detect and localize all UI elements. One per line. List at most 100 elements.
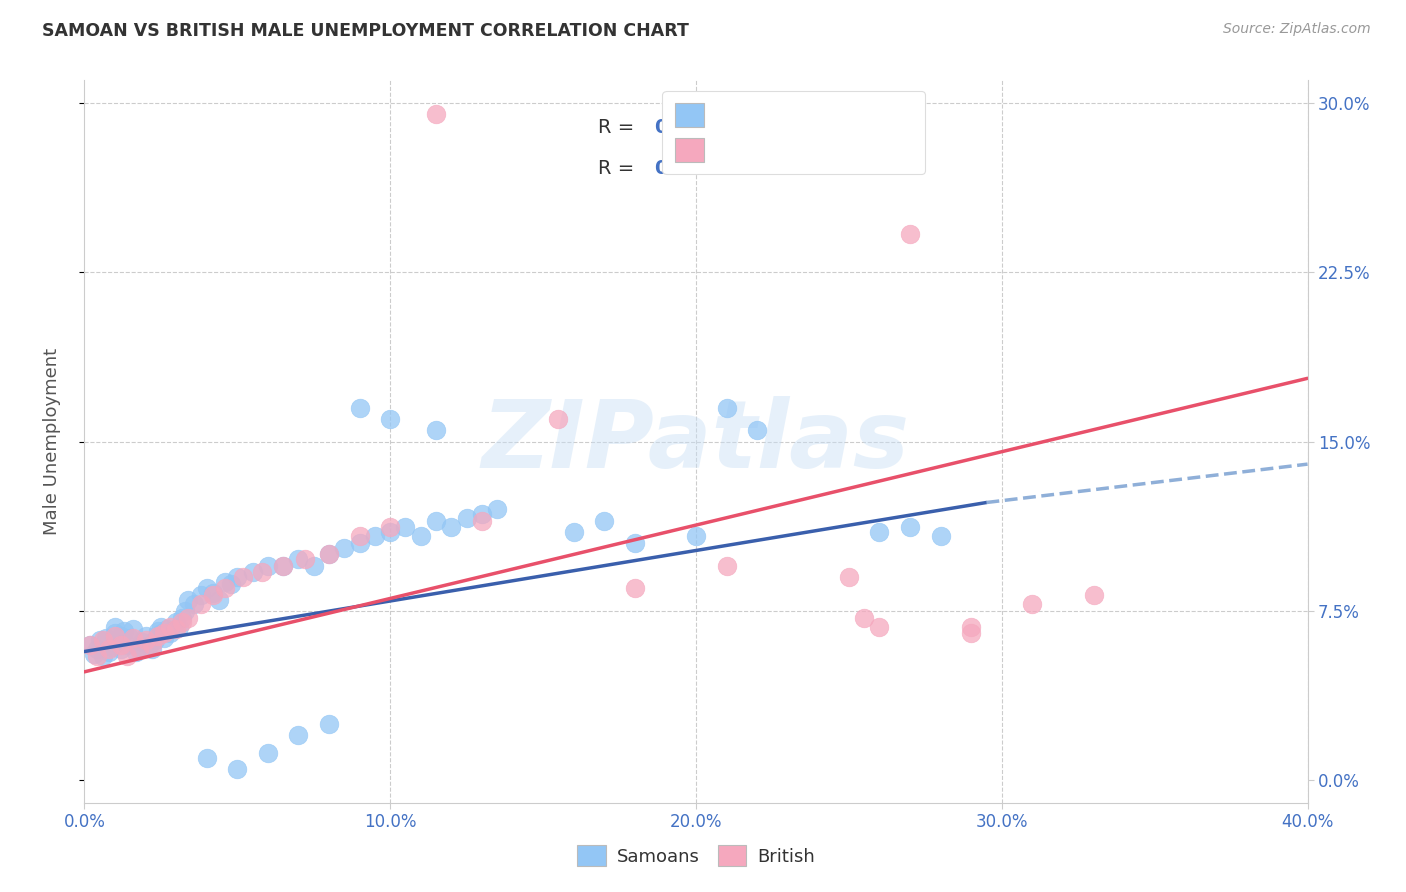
Point	[110, 629, 132, 643]
Point	[624, 536, 647, 550]
Point	[380, 520, 402, 534]
Point	[201, 588, 224, 602]
Point	[153, 631, 176, 645]
Point	[101, 640, 124, 654]
Point	[177, 592, 200, 607]
Point	[219, 576, 242, 591]
Point	[1083, 588, 1105, 602]
Point	[869, 524, 891, 539]
Point	[190, 588, 212, 602]
Point	[250, 566, 273, 580]
Point	[149, 620, 172, 634]
Point	[898, 227, 921, 241]
Point	[128, 642, 150, 657]
Point	[226, 762, 249, 776]
Point	[440, 520, 463, 534]
Y-axis label: Male Unemployment: Male Unemployment	[42, 348, 60, 535]
Point	[146, 624, 169, 639]
Point	[562, 524, 585, 539]
Point	[174, 604, 197, 618]
Point	[195, 582, 218, 596]
Point	[898, 520, 921, 534]
Point	[302, 558, 325, 573]
Point	[138, 638, 160, 652]
Point	[257, 558, 280, 573]
Point	[89, 633, 111, 648]
Point	[318, 548, 340, 562]
Point	[287, 552, 309, 566]
Point	[349, 401, 371, 415]
Point	[86, 642, 108, 657]
Point	[159, 620, 181, 634]
Point	[172, 610, 194, 624]
Point	[153, 626, 176, 640]
Point	[271, 558, 294, 573]
Point	[149, 626, 172, 640]
Point	[747, 423, 769, 437]
Point	[115, 638, 138, 652]
Text: 40: 40	[792, 159, 818, 178]
Point	[91, 648, 114, 663]
Text: 0.357: 0.357	[654, 118, 716, 136]
Text: SAMOAN VS BRITISH MALE UNEMPLOYMENT CORRELATION CHART: SAMOAN VS BRITISH MALE UNEMPLOYMENT CORR…	[42, 22, 689, 40]
Point	[294, 552, 316, 566]
Point	[86, 648, 108, 663]
Point	[120, 631, 142, 645]
Point	[135, 629, 157, 643]
Point	[716, 401, 738, 415]
Point	[159, 626, 181, 640]
Point	[425, 423, 447, 437]
Point	[425, 107, 447, 121]
Point	[869, 620, 891, 634]
Point	[201, 586, 224, 600]
Point	[141, 638, 163, 652]
Point	[167, 620, 190, 634]
Point	[110, 638, 132, 652]
Point	[115, 648, 138, 663]
Point	[195, 750, 218, 764]
Point	[143, 633, 166, 648]
Point	[624, 582, 647, 596]
Point	[1021, 597, 1043, 611]
Point	[104, 629, 127, 643]
Point	[97, 644, 120, 658]
Point	[91, 633, 114, 648]
Point	[122, 622, 145, 636]
Point	[214, 574, 236, 589]
Text: ZIPatlas: ZIPatlas	[482, 395, 910, 488]
Text: N =: N =	[727, 159, 783, 178]
Point	[79, 638, 101, 652]
Point	[107, 635, 129, 649]
Point	[208, 592, 231, 607]
Point	[349, 536, 371, 550]
Point	[104, 626, 127, 640]
Point	[112, 624, 135, 639]
Point	[685, 529, 707, 543]
Text: N =: N =	[727, 118, 783, 136]
Point	[333, 541, 356, 555]
Point	[232, 570, 254, 584]
Point	[135, 633, 157, 648]
Point	[165, 615, 187, 630]
Point	[409, 529, 432, 543]
Point	[177, 610, 200, 624]
Point	[156, 622, 179, 636]
Text: 77: 77	[792, 118, 818, 136]
Point	[486, 502, 509, 516]
Point	[287, 728, 309, 742]
Point	[242, 566, 264, 580]
Point	[471, 514, 494, 528]
Point	[394, 520, 416, 534]
Point	[226, 570, 249, 584]
Point	[146, 629, 169, 643]
Point	[425, 514, 447, 528]
Point	[165, 622, 187, 636]
Text: Source: ZipAtlas.com: Source: ZipAtlas.com	[1223, 22, 1371, 37]
Point	[183, 597, 205, 611]
Point	[94, 631, 117, 645]
Point	[318, 716, 340, 731]
Point	[257, 746, 280, 760]
Point	[190, 597, 212, 611]
Point	[79, 638, 101, 652]
Point	[104, 620, 127, 634]
